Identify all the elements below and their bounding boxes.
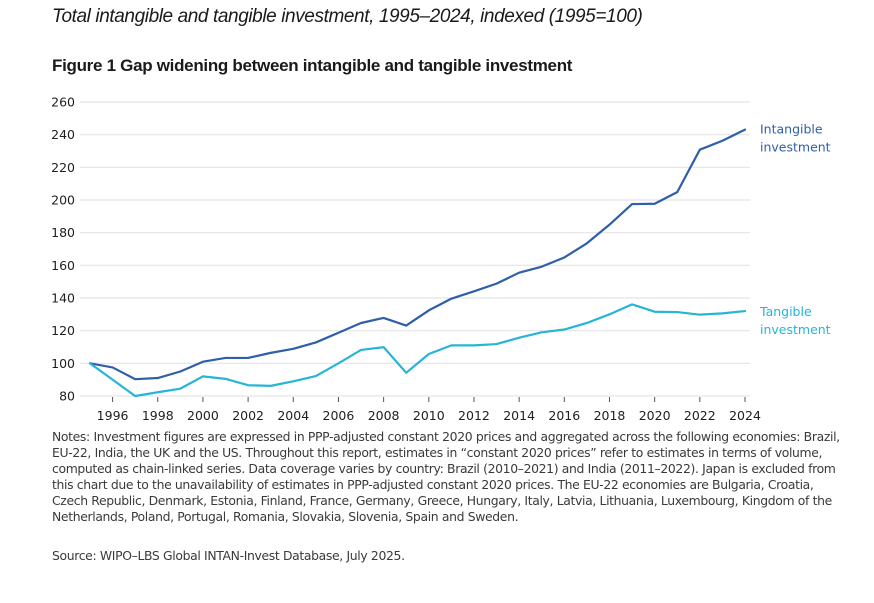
x-tick-label: 2024 [729, 408, 761, 423]
chart-source: Source: WIPO–LBS Global INTAN-Invest Dat… [52, 548, 405, 563]
series-line-intangible-investment [88, 128, 747, 381]
series-label-tangible-investment: investment [760, 322, 831, 337]
x-tick-label: 2018 [594, 408, 626, 423]
y-tick-label: 100 [51, 356, 75, 371]
x-tick-label: 2002 [232, 408, 264, 423]
series-labels: Intangible investment Tangible investment [759, 122, 831, 337]
y-tick-label: 240 [51, 127, 75, 142]
y-axis: 80 100 120 140 160 180 200 220 240 260 [51, 95, 75, 404]
y-tick-label: 260 [51, 95, 75, 110]
series-label-tangible-investment: Tangible [759, 304, 812, 319]
series-line-tangible-investment [88, 303, 747, 398]
y-tick-label: 220 [51, 160, 75, 175]
y-tick-label: 200 [51, 193, 75, 208]
x-tick-label: 2016 [548, 408, 580, 423]
chart-subtitle: Total intangible and tangible investment… [52, 6, 643, 27]
x-tick-label: 2020 [639, 408, 671, 423]
x-tick-label: 1998 [142, 408, 174, 423]
x-tick-label: 1996 [97, 408, 129, 423]
figure-title: Figure 1 Gap widening between intangible… [52, 56, 573, 75]
x-tick-label: 2000 [187, 408, 219, 423]
chart-notes: Notes: Investment figures are expressed … [52, 429, 840, 524]
y-tick-label: 180 [51, 225, 75, 240]
y-tick-label: 160 [51, 258, 75, 273]
y-tick-label: 140 [51, 291, 75, 306]
series-label-intangible-investment: Intangible [760, 122, 823, 137]
x-tick-label: 2022 [684, 408, 716, 423]
y-tick-label: 120 [51, 323, 75, 338]
x-tick-label: 2006 [323, 408, 355, 423]
series-label-intangible-investment: investment [760, 140, 831, 155]
series-lines [88, 128, 747, 398]
x-tick-label: 2008 [368, 408, 400, 423]
x-tick-label: 2004 [277, 408, 309, 423]
gridlines [80, 101, 750, 397]
x-tick-label: 2010 [413, 408, 445, 423]
x-tick-label: 2012 [458, 408, 490, 423]
y-tick-label: 80 [59, 389, 75, 404]
x-tick-label: 2014 [503, 408, 535, 423]
x-axis: 1996 1998 2000 2002 2004 2006 2008 2010 2012 2014… [97, 397, 761, 423]
line-chart: 80 100 120 140 160 180 200 220 240 260 1996 1998 20… [51, 95, 831, 424]
